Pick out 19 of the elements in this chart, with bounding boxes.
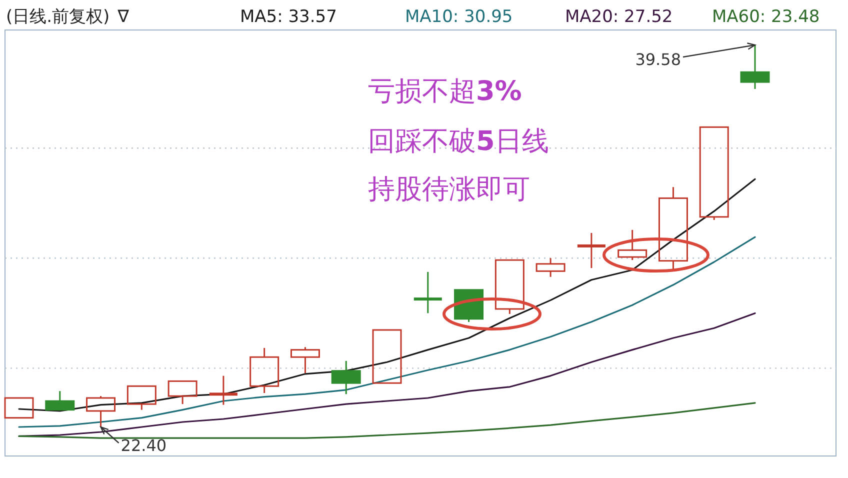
candlestick — [414, 271, 442, 314]
chart-title: (日线.前复权) — [6, 7, 110, 27]
annotation: 持股待涨即可 — [368, 174, 530, 205]
text: 22.40 — [120, 436, 167, 455]
candlestick — [331, 360, 361, 395]
text: MA20: 27.52 — [565, 7, 673, 27]
candlestick — [45, 390, 75, 411]
candlestick — [494, 259, 524, 315]
annotation: 39.58 — [635, 50, 681, 69]
candlestick — [209, 375, 238, 406]
legend-title: ∇ — [116, 7, 130, 27]
candlestick — [372, 329, 402, 384]
annotation: 亏损不超3% — [368, 76, 522, 107]
annotation: 回踩不破5日线 — [368, 126, 549, 157]
text: MA10: 30.95 — [405, 7, 513, 27]
text: MA60: 23.48 — [712, 7, 820, 27]
candlestick — [577, 232, 606, 269]
text: MA5: 33.57 — [240, 7, 337, 27]
candlestick — [4, 397, 34, 419]
